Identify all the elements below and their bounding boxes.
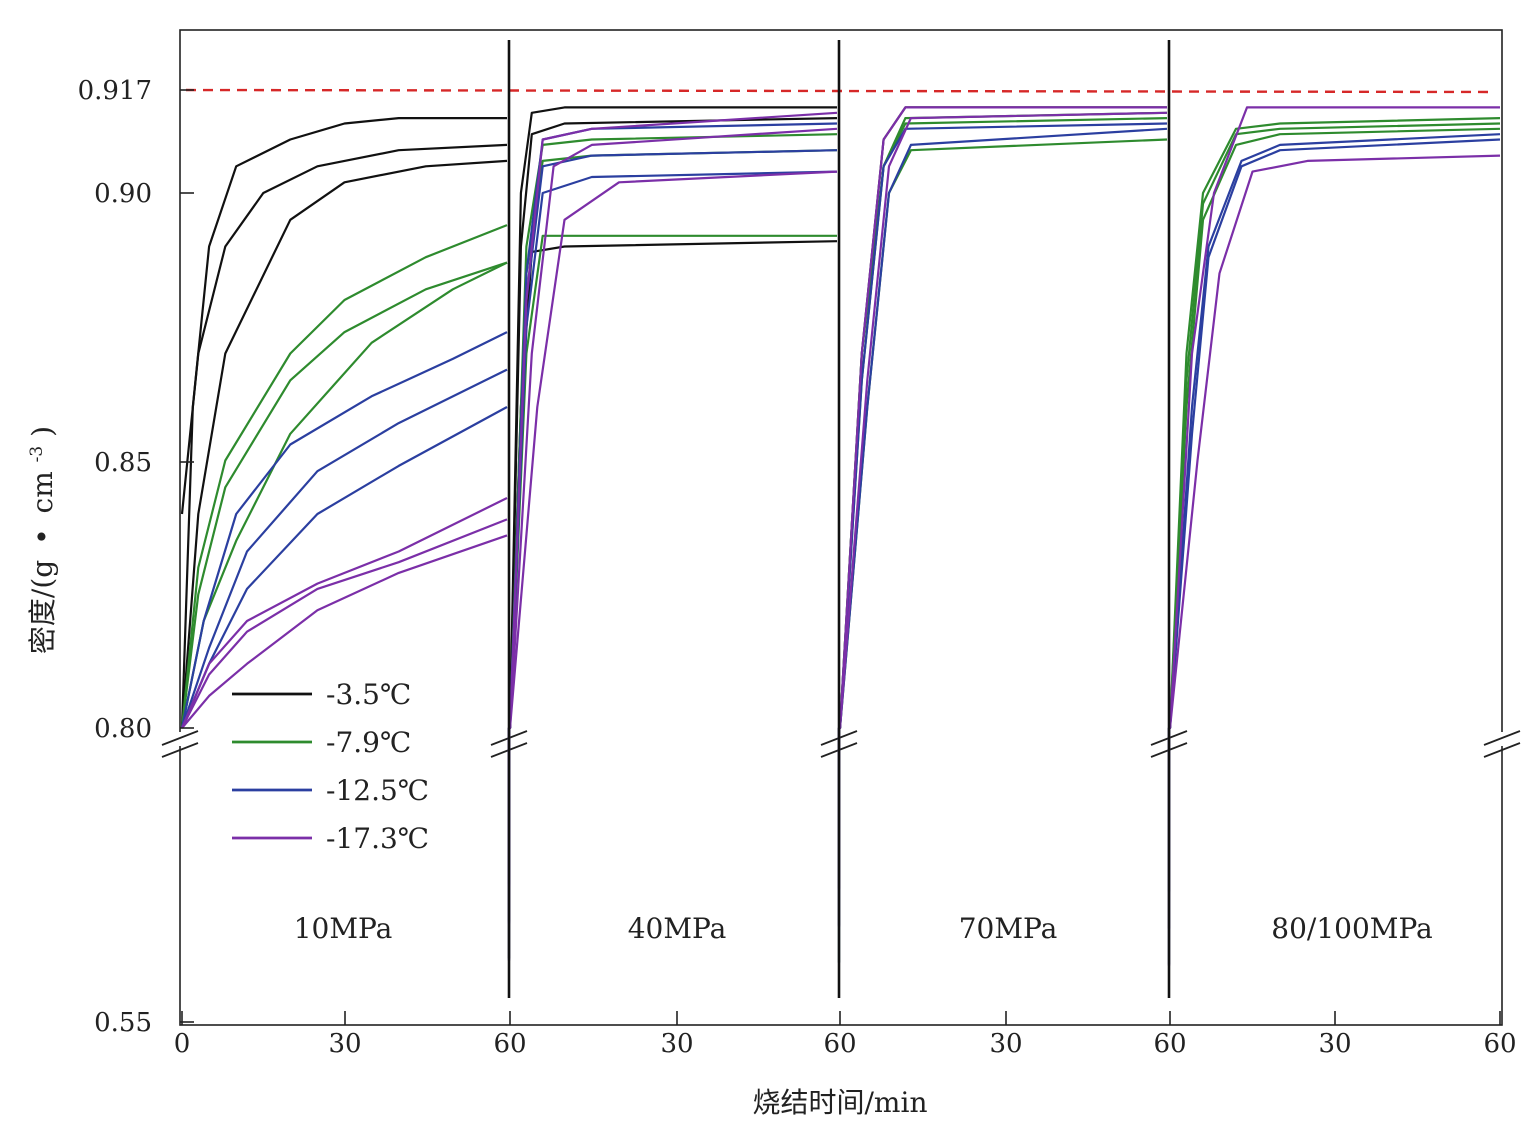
y-axis-title-unit: cm	[26, 471, 59, 513]
panel-label-3: 80/100MPa	[1271, 912, 1432, 945]
panel-dividers	[507, 40, 1171, 998]
x-tick-label: 30	[1318, 1029, 1351, 1059]
series-line-34	[1167, 127, 1501, 928]
axis-break-mark	[161, 742, 199, 758]
y-axis-title-dot: •	[26, 528, 59, 545]
legend: -3.5℃ -7.9℃ -12.5℃ -17.3℃	[232, 678, 429, 855]
tick-group: 0.917 0.90 0.85 0.80 0.55 0 30 60 30 60 30 60 30 60	[78, 76, 1517, 1059]
panel-label-2: 70MPa	[959, 912, 1058, 945]
series-line-21	[507, 111, 838, 887]
series-line-27	[837, 138, 1168, 889]
series-line-4	[180, 261, 508, 729]
x-tick-label: 30	[328, 1029, 361, 1059]
series-line-0	[180, 116, 507, 729]
series-line-36	[1167, 138, 1501, 892]
legend-label: -7.9℃	[326, 726, 411, 759]
panel-label-group: 10MPa 40MPa 70MPa 80/100MPa	[294, 912, 1433, 945]
x-tick-label: 60	[1153, 1029, 1186, 1059]
series-line-1	[180, 143, 508, 515]
legend-label: -12.5℃	[326, 774, 429, 807]
series-line-3	[180, 224, 508, 729]
legend-item: -17.3℃	[232, 822, 429, 855]
x-tick-label: 0	[174, 1029, 191, 1059]
series-line-35	[1167, 133, 1501, 965]
series-line-11	[181, 534, 508, 729]
y-tick-label: 0.85	[94, 448, 152, 478]
axis-break-mark	[1483, 730, 1521, 746]
series-group	[180, 106, 1501, 966]
y-tick-label: 0.917	[78, 76, 152, 106]
series-line-2	[180, 159, 508, 729]
x-tick-label: 60	[823, 1029, 856, 1059]
series-line-18	[507, 122, 838, 886]
y-axis-title: 密度/(g • cm -3 )	[16, 426, 59, 654]
series-line-20	[507, 170, 838, 960]
x-tick-label: 60	[493, 1029, 526, 1059]
series-line-28	[837, 122, 1168, 926]
series-line-38	[1167, 154, 1501, 966]
panel-label-0: 10MPa	[294, 912, 393, 945]
series-line-24	[837, 106, 1167, 888]
plot-frame	[161, 29, 1521, 1026]
x-axis-title: 烧结时间/min	[753, 1086, 928, 1119]
x-tick-label: 60	[1483, 1029, 1516, 1059]
y-axis-title-exponent: -3	[27, 446, 47, 463]
series-line-12	[507, 106, 837, 884]
series-line-14	[507, 240, 838, 958]
svg-text:密度/(g • cm -: 密度/(g • cm -3 )	[16, 426, 59, 654]
series-line-33	[1167, 122, 1501, 891]
legend-item: -3.5℃	[232, 678, 411, 711]
series-line-31	[837, 111, 1168, 927]
series-line-9	[180, 497, 508, 729]
legend-item: -7.9℃	[232, 726, 411, 759]
y-tick-label: 0.80	[94, 714, 152, 744]
series-line-17	[507, 234, 837, 959]
series-line-7	[180, 368, 508, 729]
series-line-29	[837, 127, 1168, 963]
y-tick-label: 0.55	[94, 1008, 152, 1038]
series-line-10	[181, 518, 508, 729]
series-line-6	[180, 331, 508, 729]
x-tick-label: 30	[660, 1029, 693, 1059]
legend-label: -3.5℃	[326, 678, 411, 711]
legend-item: -12.5℃	[232, 774, 429, 807]
series-line-26	[837, 117, 1168, 962]
plot-border	[179, 29, 1503, 1026]
series-line-23	[507, 170, 838, 961]
axis-break-mark	[161, 730, 199, 746]
series-line-25	[837, 111, 1168, 925]
series-line-13	[507, 117, 838, 921]
series-line-32	[1167, 117, 1501, 964]
y-axis-title-close: )	[26, 426, 59, 437]
panel-label-1: 40MPa	[628, 912, 727, 945]
series-line-30	[837, 106, 1167, 890]
y-tick-label: 0.90	[94, 179, 152, 209]
axis-break-mark	[1483, 742, 1521, 758]
legend-label: -17.3℃	[326, 822, 429, 855]
x-tick-label: 30	[989, 1029, 1022, 1059]
y-axis-title-part: 密度/(g	[26, 560, 59, 654]
